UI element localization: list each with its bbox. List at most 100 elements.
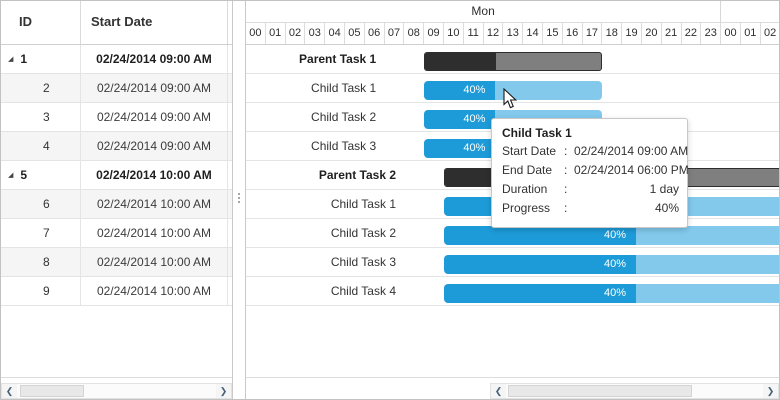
tooltip-colon: : [564,144,568,158]
parent-taskbar[interactable] [424,52,603,71]
timeline-hour-cell: 02 [761,23,779,44]
id-value: 6 [43,197,50,211]
table-row[interactable]: 7 02/24/2014 10:00 AM [1,219,232,248]
timeline-hour-cell: 18 [602,23,623,44]
tooltip-row: Duration: 1 day [502,180,679,199]
tooltip-row: Progress: 40% [502,199,679,218]
taskbar-progress: 40% [424,110,496,129]
timeline-hour-cell: 19 [622,23,642,44]
column-header-start-date[interactable]: Start Date [81,1,228,44]
child-taskbar[interactable]: 40% [444,226,779,245]
timeline-hour-cell: 01 [741,23,761,44]
timeline-hour-cell: 16 [563,23,583,44]
task-label: Child Task 1 [311,81,377,95]
child-taskbar[interactable]: 40% [444,255,779,274]
task-label: Child Task 3 [311,139,377,153]
timeline-hour-cell: 17 [583,23,603,44]
scrollbar-thumb[interactable] [20,385,84,397]
id-cell: 2 [1,74,81,102]
expander-icon[interactable]: ◢ [8,55,14,63]
tooltip-colon: : [564,201,568,215]
expander-icon[interactable]: ◢ [8,171,14,179]
task-label: Parent Task 1 [299,52,377,66]
timeline-hour-cell: 03 [305,23,326,44]
start-date-cell: 02/24/2014 10:00 AM [81,190,228,218]
task-label: Child Task 3 [330,255,396,269]
timeline-hour-cell: 00 [246,23,266,44]
timeline-hour-cell: 11 [464,23,484,44]
scrollbar-thumb[interactable] [508,385,692,397]
timeline-hour-tier: 00 01 02 03 04 05 06 07 08 09 10 11 12 13 14 15 16 17 18 19… [246,23,779,45]
timeline-hour-cell: 23 [701,23,722,44]
table-row[interactable]: ◢ 1 02/24/2014 09:00 AM [1,45,232,74]
table-row[interactable]: 9 02/24/2014 10:00 AM [1,277,232,306]
start-date-cell: 02/24/2014 10:00 AM [81,161,228,189]
clipped-cell [228,161,232,189]
grid-horizontal-scrollbar[interactable]: ❮ ❯ [1,383,232,399]
grid-panel: ID Start Date ◢ 1 02/24/2014 09:00 AM 2 02/2… [1,1,233,399]
scrollbar-track[interactable] [506,384,763,398]
timeline-hour-cell: 14 [523,23,543,44]
id-value: 1 [20,52,28,66]
chart-horizontal-scrollbar[interactable]: ❮ ❯ [490,383,779,399]
grid-body: ◢ 1 02/24/2014 09:00 AM 2 02/24/2014 09:00 A… [1,45,232,378]
timeline-hour-cell: 20 [642,23,662,44]
taskbar-progress: 40% [444,255,637,274]
scroll-right-button[interactable]: ❯ [216,384,231,398]
tooltip-label: Start Date [502,144,557,158]
clipped-cell [228,248,232,276]
id-cell: 8 [1,248,81,276]
start-date-cell: 02/24/2014 09:00 AM [81,45,228,73]
table-row[interactable]: 2 02/24/2014 09:00 AM [1,74,232,103]
timeline-hour-cell: 13 [503,23,524,44]
taskbar-progress: 40% [424,81,496,100]
clipped-cell [228,45,232,73]
taskbar-progress: 40% [444,284,637,303]
timeline-hour-cell: 15 [543,23,563,44]
id-value: 2 [43,81,50,95]
task-tooltip: Child Task 1 Start Date:02/24/2014 09:00… [491,118,689,228]
table-row[interactable]: 8 02/24/2014 10:00 AM [1,248,232,277]
tooltip-label: Progress [502,201,551,215]
id-value: 4 [43,139,50,153]
clipped-cell [228,74,232,102]
timeline-day-tier: Mon [246,1,779,23]
clipped-cell [228,219,232,247]
chart-row: Child Task 3 40% [246,248,779,277]
timeline-hour-cell: 22 [682,23,702,44]
child-taskbar[interactable]: 40% [444,284,779,303]
timeline-hour-cell: 06 [365,23,385,44]
timeline-hour-cell: 21 [662,23,682,44]
scrollbar-track[interactable] [17,384,216,398]
tooltip-value: 40% [654,201,679,215]
tooltip-row: End Date:02/24/2014 06:00 PM [502,161,689,180]
table-row[interactable]: ◢ 5 02/24/2014 10:00 AM [1,161,232,190]
id-value: 7 [43,226,50,240]
scroll-right-button[interactable]: ❯ [763,384,778,398]
start-date-cell: 02/24/2014 09:00 AM [81,103,228,131]
tooltip-value: 02/24/2014 06:00 PM [574,163,689,177]
child-taskbar[interactable]: 40% [424,81,603,100]
clipped-cell [228,132,232,160]
timeline-hour-cell: 05 [345,23,365,44]
chart-row: Child Task 4 40% [246,277,779,306]
scroll-left-button[interactable]: ❮ [491,384,506,398]
timeline-hour-cell: 10 [444,23,464,44]
start-date-cell: 02/24/2014 10:00 AM [81,277,228,305]
tooltip-label: End Date [502,163,553,177]
task-label: Parent Task 2 [318,168,396,182]
id-cell: 6 [1,190,81,218]
timeline-hour-cell: 12 [484,23,504,44]
table-row[interactable]: 3 02/24/2014 09:00 AM [1,103,232,132]
scroll-left-button[interactable]: ❮ [2,384,17,398]
id-value: 8 [43,255,50,269]
table-row[interactable]: 6 02/24/2014 10:00 AM [1,190,232,219]
tooltip-value: 1 day [649,182,679,196]
panel-splitter[interactable] [233,1,245,399]
id-value: 5 [20,168,28,182]
tooltip-value: 02/24/2014 09:00 AM [574,144,689,158]
splitter-grip-icon[interactable] [238,193,240,203]
column-header-id[interactable]: ID [1,1,81,44]
task-label: Child Task 1 [330,197,396,211]
table-row[interactable]: 4 02/24/2014 09:00 AM [1,132,232,161]
